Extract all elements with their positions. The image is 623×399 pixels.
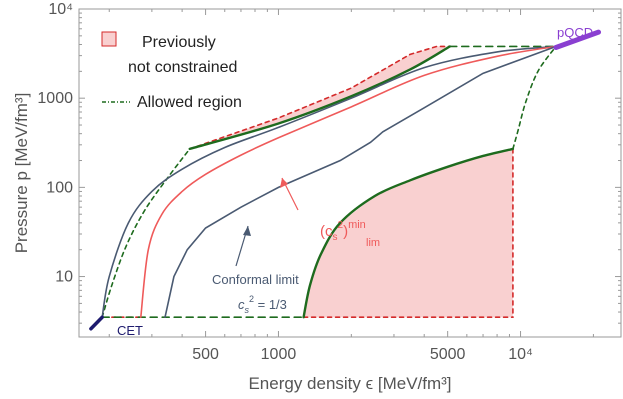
x-tick-label-0: 500 <box>192 346 219 363</box>
legend-pink-swatch <box>101 31 117 47</box>
pqcd-label: pQCD <box>557 25 593 40</box>
x-tick-label-1: 1000 <box>261 346 297 363</box>
cs-min-lim-curve <box>139 45 557 319</box>
legend-label-allowed: Allowed region <box>137 94 242 111</box>
allowed-upper-line <box>188 45 451 151</box>
y-axis-label: Pressure p [MeV/fm³] <box>12 93 31 254</box>
allowed-right-curve <box>512 45 557 150</box>
x-tick-label-3: 10⁴ <box>508 346 533 363</box>
cet-label: CET <box>117 323 143 338</box>
legend-label-previously: Previously <box>142 34 216 51</box>
conformal-arrow-head <box>243 226 251 236</box>
plot-frame <box>78 8 622 338</box>
lower-unconstrained-region <box>303 148 513 318</box>
legend-label-not-constrained: not constrained <box>128 59 237 76</box>
cet-segment <box>89 315 104 331</box>
cs-min-lim-label: (cs2)min <box>320 219 366 243</box>
allowed-lower-curve <box>302 147 515 319</box>
y-tick-label-1: 100 <box>46 179 73 196</box>
y-tick-label-3: 10⁴ <box>48 1 73 18</box>
legend: Previously not constrained Allowed regio… <box>101 31 242 111</box>
y-tick-label-0: 10 <box>55 269 73 286</box>
conformal-equation: cs2 = 1/3 <box>238 294 287 315</box>
conformal-label: Conformal limit <box>212 272 299 287</box>
cs-min-arrow-head <box>280 178 288 188</box>
y-tick-label-2: 1000 <box>37 90 73 107</box>
x-tick-label-2: 5000 <box>430 346 466 363</box>
upper-unconstrained-region <box>189 46 450 149</box>
stiff-boundary-curve <box>101 45 557 319</box>
conformal-limit-curve <box>164 45 557 319</box>
pqcd-segment <box>553 29 602 51</box>
x-axis-label: Energy density ϵ [MeV/fm³] <box>248 374 451 393</box>
cs-min-lim-sublabel: lim <box>366 237 380 249</box>
allowed-left-curve <box>101 148 191 319</box>
